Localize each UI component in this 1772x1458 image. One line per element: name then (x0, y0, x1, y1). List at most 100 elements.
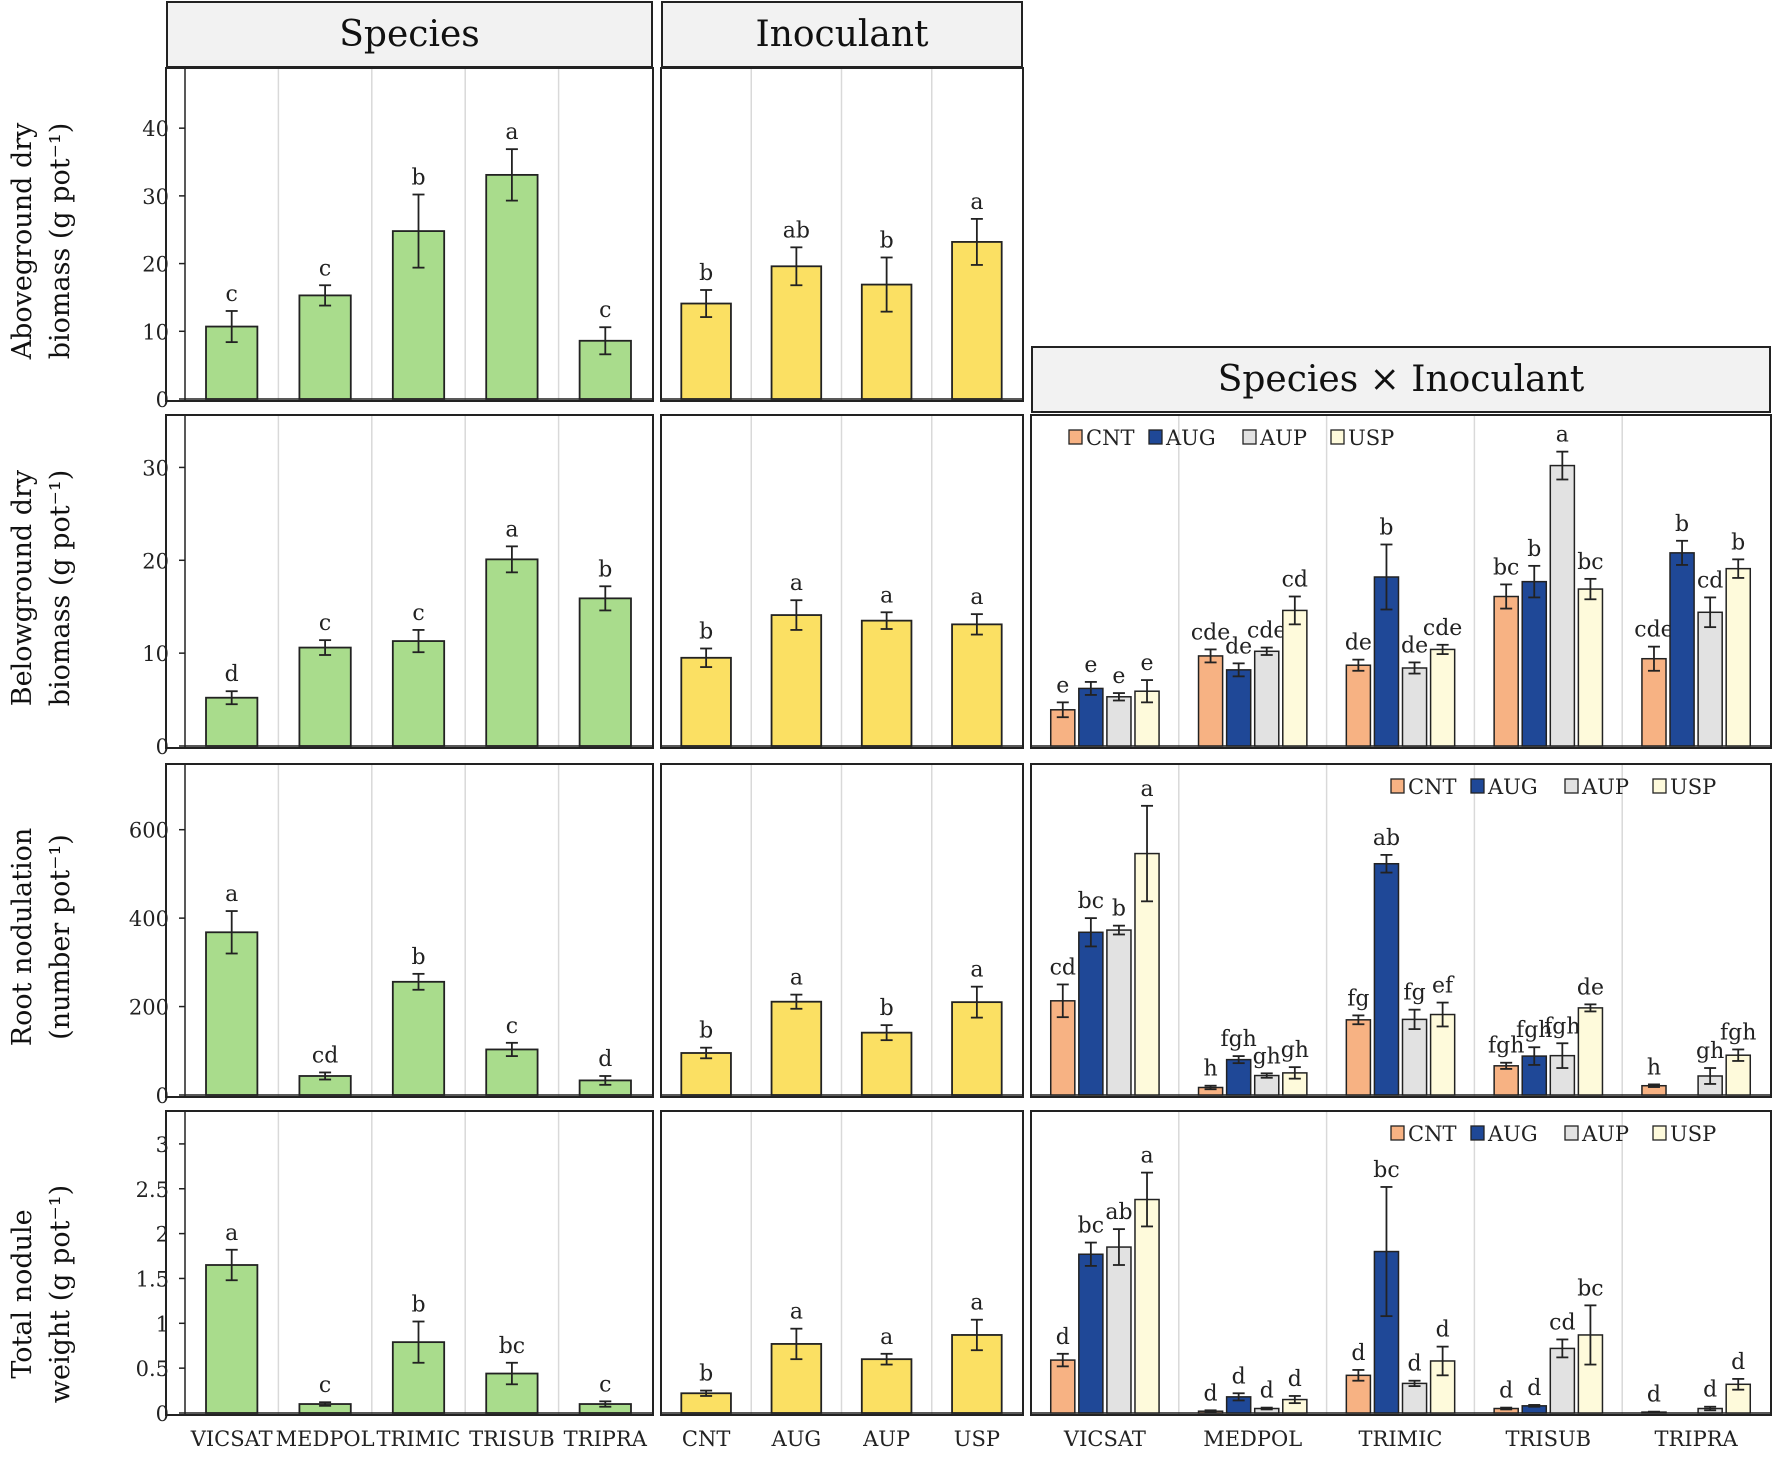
x-tick-label: TRIMIC (1359, 1427, 1443, 1451)
bar-usp (1725, 567, 1752, 747)
chart-inoculant-row-3: b CNT a AUG a AUP a USP (660, 1110, 1024, 1451)
significance-letter: de (1345, 631, 1372, 656)
significance-letter: d (1527, 1376, 1541, 1401)
bar-aug (1669, 552, 1695, 747)
bar-usp (1429, 648, 1456, 747)
significance-letter: d (598, 1047, 612, 1072)
legend: CNT AUG AUP USP (1068, 426, 1394, 450)
significance-letter: b (411, 945, 425, 970)
bar-aug (1078, 687, 1104, 747)
significance-letter: a (1556, 423, 1569, 448)
y-tick-label: 1.5 (136, 1267, 169, 1291)
bar-tripra (578, 597, 632, 747)
legend-swatch-usp (1330, 429, 1345, 445)
significance-letter: bc (1577, 550, 1603, 575)
bar-aug (1078, 931, 1104, 1096)
x-tick-label: VICSAT (190, 1427, 273, 1451)
significance-letter: de (1401, 633, 1428, 658)
bar-aug (770, 1000, 823, 1096)
significance-letter: cde (1423, 616, 1462, 641)
bar-usp (1577, 588, 1604, 747)
significance-letter: e (1141, 651, 1154, 676)
x-tick-label: TRISUB (469, 1427, 555, 1451)
significance-letter: bc (499, 1334, 525, 1359)
x-tick-label: TRIMIC (377, 1427, 461, 1451)
significance-letter: d (1703, 1378, 1717, 1403)
bar-medpol (298, 646, 352, 747)
bar-aup (1401, 667, 1428, 747)
legend-swatch-cnt (1390, 778, 1405, 794)
significance-letter: bc (1373, 1158, 1399, 1183)
significance-letter: gh (1253, 1044, 1281, 1069)
bar-usp (951, 241, 1003, 400)
significance-letter: bc (1078, 889, 1104, 914)
bar-aup (1106, 1246, 1132, 1414)
significance-letter: a (970, 958, 983, 983)
bar-aup (1549, 464, 1576, 747)
significance-letter: d (1407, 1352, 1421, 1377)
significance-letter: b (699, 261, 713, 286)
bar-usp (1577, 1007, 1604, 1096)
significance-letter: d (1232, 1364, 1246, 1389)
significance-letter: ef (1432, 974, 1455, 999)
significance-letter: h (1203, 1057, 1217, 1082)
significance-letter: fgh (1220, 1027, 1256, 1052)
significance-letter: bc (1493, 555, 1519, 580)
panel-frame (165, 1110, 654, 1416)
panel-frame (660, 414, 1024, 749)
legend-label-usp: USP (1670, 775, 1716, 799)
significance-letter: a (880, 1325, 893, 1350)
bar-aup (860, 1358, 913, 1414)
chart-inoculant-row-0: b ab b a (660, 67, 1024, 402)
bar-cnt (680, 302, 732, 400)
bar-cnt (680, 1052, 732, 1096)
significance-letter: d (1436, 1318, 1450, 1343)
significance-letter: c (412, 601, 424, 626)
significance-letter: a (225, 1221, 238, 1246)
bar-cnt (1049, 1359, 1076, 1414)
significance-letter: b (699, 1019, 713, 1044)
significance-letter: fgh (1720, 1020, 1756, 1045)
significance-letter: a (1140, 1144, 1153, 1169)
legend-label-aup: AUP (1581, 775, 1629, 799)
bar-aup (1106, 696, 1132, 747)
bar-aug (1521, 580, 1548, 747)
panel-frame (660, 1110, 1024, 1416)
panel-frame (1030, 763, 1772, 1098)
bar-cnt (1641, 657, 1667, 747)
significance-letter: b (1731, 530, 1745, 555)
significance-letter: cde (1634, 618, 1673, 643)
significance-letter: d (1260, 1379, 1274, 1404)
legend-swatch-aup (1564, 1125, 1579, 1141)
bar-aup (860, 619, 913, 747)
chart-species-row-3: 00.511.522.53aVICSATcMEDPOLbTRIMICbcTRIS… (136, 1110, 654, 1451)
y-tick-label: 20 (142, 253, 169, 277)
legend-swatch-aug (1148, 429, 1163, 445)
significance-letter: c (599, 1372, 611, 1397)
significance-letter: a (1140, 777, 1153, 802)
significance-letter: a (505, 120, 518, 145)
significance-letter: b (699, 1362, 713, 1387)
significance-letter: c (506, 1014, 518, 1039)
bar-vicsat (205, 325, 259, 400)
species-header: Species (166, 1, 653, 68)
x-tick-label: USP (954, 1427, 1000, 1451)
bar-aug (770, 265, 823, 400)
significance-letter: e (1112, 664, 1125, 689)
panel-frame (1030, 1110, 1772, 1416)
bar-aup (1106, 929, 1132, 1096)
significance-letter: b (699, 620, 713, 645)
y-tick-label: 2.5 (136, 1178, 169, 1202)
bar-aug (1225, 1058, 1252, 1096)
significance-letter: cd (1050, 955, 1076, 980)
panel-frame (165, 414, 654, 749)
significance-letter: h (1647, 1055, 1661, 1080)
y-tick-label: 10 (142, 320, 169, 344)
legend: CNT AUG AUP USP (1390, 775, 1716, 799)
bar-aup (1401, 1018, 1428, 1096)
significance-letter: ab (783, 218, 810, 243)
